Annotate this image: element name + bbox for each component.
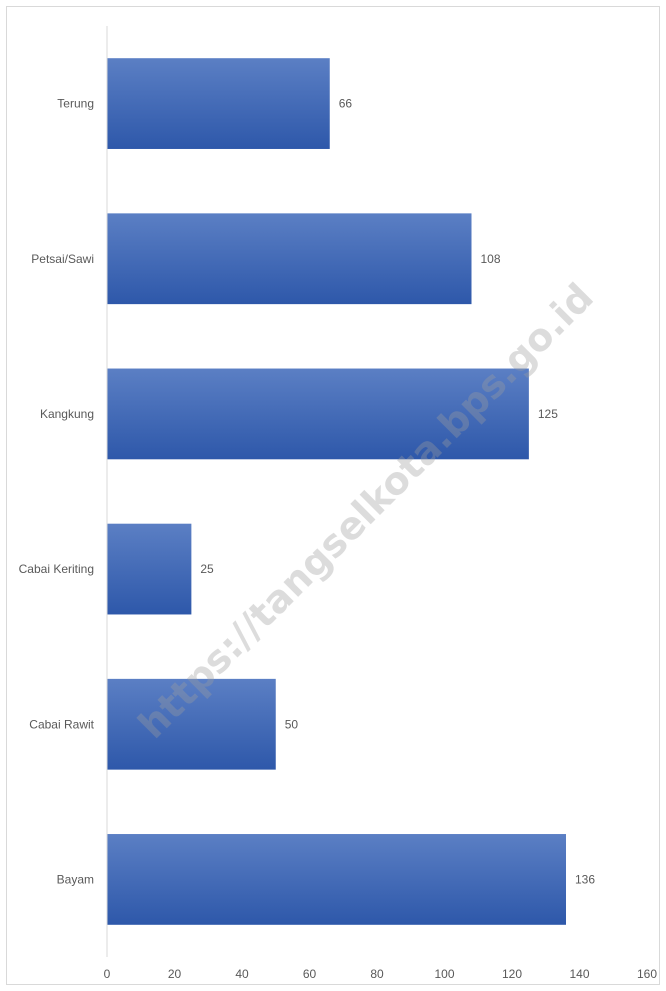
category-label-cabai-rawit: Cabai Rawit	[29, 717, 94, 731]
x-tick-label-140: 140	[569, 967, 589, 981]
value-label-petsai-sawi: 108	[481, 252, 501, 266]
value-label-kangkung: 125	[538, 407, 558, 421]
category-label-terung: Terung	[57, 97, 94, 111]
x-tick-labels: 0 20 40 60 80 100 120 140 160	[104, 967, 658, 981]
x-tick-label-40: 40	[235, 967, 249, 981]
category-labels: Bayam Cabai Rawit Cabai Keriting Kangkung Pe…	[19, 97, 95, 887]
bar-cabai-keriting	[107, 523, 192, 615]
value-label-bayam: 136	[575, 872, 595, 886]
x-tick-label-100: 100	[434, 967, 454, 981]
x-tick-label-20: 20	[168, 967, 182, 981]
x-tick-label-80: 80	[370, 967, 384, 981]
bar-cabai-rawit	[107, 678, 276, 770]
category-label-petsai-sawi: Petsai/Sawi	[31, 252, 94, 266]
watermark-text: https://tangselkota.bps.go.id	[130, 275, 602, 747]
bar-petsai-sawi	[107, 213, 472, 305]
x-tick-label-120: 120	[502, 967, 522, 981]
x-tick-label-60: 60	[303, 967, 317, 981]
x-tick-label-160: 160	[637, 967, 657, 981]
bar-kangkung	[107, 368, 529, 460]
bar-bayam	[107, 834, 566, 925]
value-label-cabai-keriting: 25	[200, 562, 214, 576]
x-tick-label-0: 0	[104, 967, 111, 981]
bar-terung	[107, 58, 330, 149]
bars-layer	[107, 58, 566, 925]
value-label-terung: 66	[339, 97, 353, 111]
value-label-cabai-rawit: 50	[285, 717, 299, 731]
category-label-cabai-keriting: Cabai Keriting	[19, 562, 94, 576]
category-label-bayam: Bayam	[57, 872, 94, 886]
category-label-kangkung: Kangkung	[40, 407, 94, 421]
value-labels: 136 50 25 125 108 66	[200, 97, 595, 887]
chart-frame	[6, 6, 660, 985]
